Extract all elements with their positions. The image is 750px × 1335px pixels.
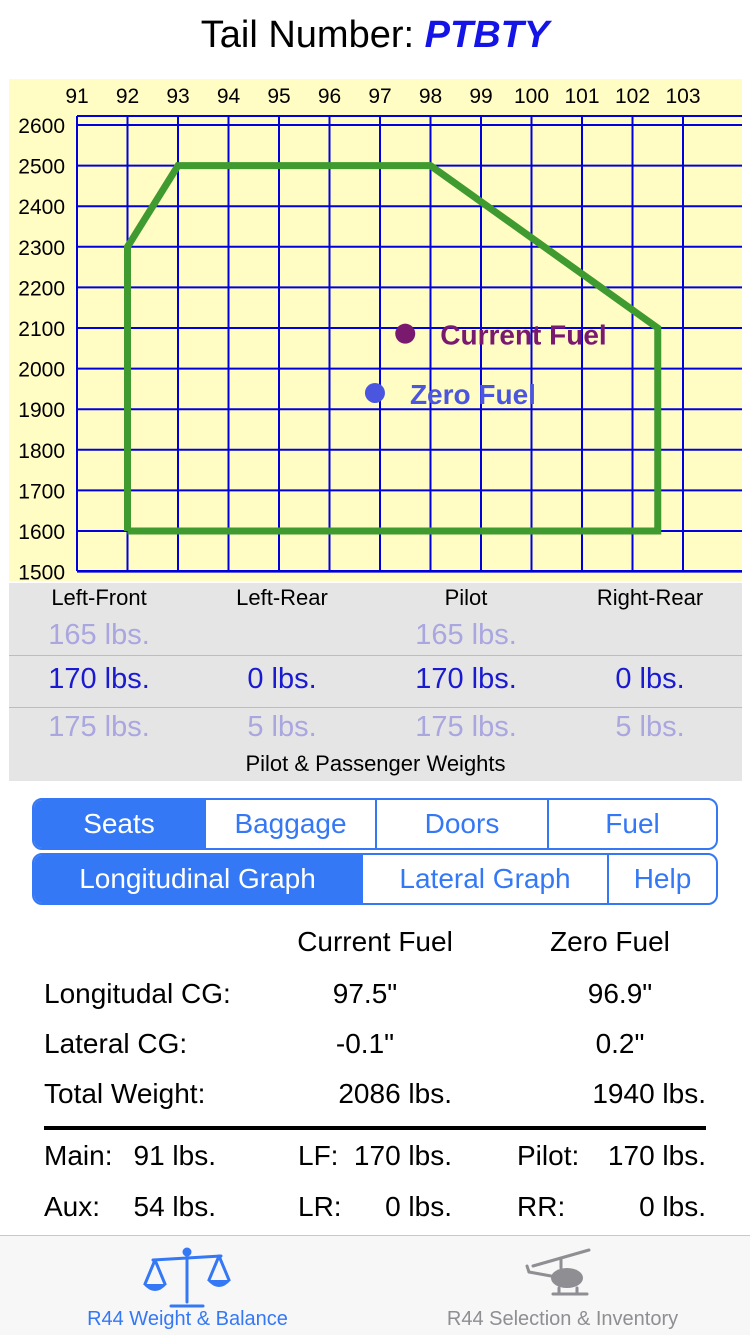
lateral-cg-zero: 0.2" xyxy=(595,1028,645,1059)
tabbar-label-weight-balance: R44 Weight & Balance xyxy=(87,1308,288,1330)
y-tick-label: 2000 xyxy=(18,359,65,382)
pilot-value: 170 lbs. xyxy=(607,1140,706,1171)
x-tick-label: 94 xyxy=(217,85,241,108)
data-point-label: Current Fuel xyxy=(440,320,606,351)
tabbar-item-weight-balance[interactable]: R44 Weight & Balance xyxy=(0,1236,375,1335)
picker-selected-right-rear[interactable]: 0 lbs. xyxy=(615,663,685,695)
y-tick-label: 1900 xyxy=(18,399,65,422)
tabbar-item-selection-inventory[interactable]: R44 Selection & Inventory xyxy=(375,1236,750,1335)
picker-header-right-rear: Right-Rear xyxy=(596,585,704,610)
longitudinal-cg-label: Longitudal CG: xyxy=(44,978,231,1009)
y-tick-label: 2500 xyxy=(18,156,65,179)
lr-value: 0 lbs. xyxy=(385,1191,452,1222)
y-tick-label: 1600 xyxy=(18,521,65,544)
picker-selected-pilot[interactable]: 170 lbs. xyxy=(415,663,517,695)
picker-header-left-rear: Left-Rear xyxy=(236,585,328,610)
x-tick-label: 103 xyxy=(665,85,700,108)
lr-label: LR: xyxy=(298,1191,342,1222)
tab-help[interactable]: Help xyxy=(633,863,692,894)
picker-option[interactable]: 175 lbs. xyxy=(415,711,517,743)
y-tick-label: 1700 xyxy=(18,480,65,503)
cg-envelope-chart: 91 92 93 94 95 96 97 98 99 100 101 102 103 2600 2500 24… xyxy=(9,79,742,581)
tab-seats[interactable]: Seats xyxy=(34,800,206,848)
pilot-label: Pilot: xyxy=(517,1140,580,1171)
main-fuel-label: Main: xyxy=(44,1140,113,1171)
picker-option[interactable]: 165 lbs. xyxy=(48,619,150,651)
column-header-current-fuel: Current Fuel xyxy=(297,926,453,957)
longitudinal-cg-zero: 96.9" xyxy=(587,978,653,1009)
y-tick-label: 2300 xyxy=(18,237,65,260)
lf-value: 170 lbs. xyxy=(353,1140,452,1171)
x-tick-label: 98 xyxy=(419,85,442,108)
main-fuel-value: 91 lbs. xyxy=(133,1140,217,1171)
x-tick-label: 96 xyxy=(318,85,341,108)
y-tick-label: 2100 xyxy=(18,318,65,341)
picker-option[interactable]: 5 lbs. xyxy=(247,711,317,743)
picker-selected-left-rear[interactable]: 0 lbs. xyxy=(247,663,317,695)
longitudinal-cg-current: 97.5" xyxy=(332,978,398,1009)
lf-label: LF: xyxy=(298,1140,339,1171)
helicopter-icon xyxy=(525,1248,591,1296)
x-tick-label: 91 xyxy=(65,85,88,108)
aux-fuel-value: 54 lbs. xyxy=(133,1191,217,1222)
lateral-cg-label: Lateral CG: xyxy=(44,1028,188,1059)
picker-option[interactable]: 5 lbs. xyxy=(615,711,685,743)
rr-value: 0 lbs. xyxy=(639,1191,706,1222)
data-point-label: Zero Fuel xyxy=(410,379,536,410)
y-tick-label: 2400 xyxy=(18,196,65,219)
tab-longitudinal-graph[interactable]: Longitudinal Graph xyxy=(34,855,363,903)
x-tick-label: 99 xyxy=(469,85,492,108)
tabbar-label-selection-inventory: R44 Selection & Inventory xyxy=(446,1308,679,1330)
tail-number-value: PTBTY xyxy=(424,14,550,56)
page-title: Tail Number: PTBTY xyxy=(0,14,750,57)
data-point xyxy=(395,323,416,344)
x-tick-label: 102 xyxy=(615,85,650,108)
y-tick-label: 1800 xyxy=(18,440,65,463)
scale-icon xyxy=(143,1247,231,1308)
tail-number-label: Tail Number: xyxy=(200,14,415,56)
picker-option[interactable]: 175 lbs. xyxy=(48,711,150,743)
tab-fuel[interactable]: Fuel xyxy=(605,808,660,839)
tab-baggage[interactable]: Baggage xyxy=(206,800,377,848)
y-tick-label: 1500 xyxy=(18,562,65,581)
picker-caption: Pilot & Passenger Weights xyxy=(245,751,506,776)
picker-selection-line xyxy=(9,707,742,708)
x-tick-label: 92 xyxy=(116,85,139,108)
total-weight-zero: 1940 lbs. xyxy=(592,1078,706,1109)
y-tick-label: 2200 xyxy=(18,277,65,300)
picker-selection-line xyxy=(9,655,742,656)
x-tick-label: 97 xyxy=(368,85,391,108)
rr-label: RR: xyxy=(517,1191,566,1222)
tab-lateral-graph[interactable]: Lateral Graph xyxy=(363,855,609,903)
x-tick-label: 100 xyxy=(514,85,549,108)
x-tick-label: 101 xyxy=(564,85,599,108)
section-segmented-control[interactable]: Seats Baggage Doors Fuel xyxy=(32,798,718,850)
tab-doors[interactable]: Doors xyxy=(377,800,549,848)
x-tick-label: 93 xyxy=(166,85,189,108)
divider xyxy=(44,1126,706,1130)
picker-option[interactable]: 165 lbs. xyxy=(415,619,517,651)
picker-selected-left-front[interactable]: 170 lbs. xyxy=(48,663,150,695)
picker-header-left-front: Left-Front xyxy=(51,585,147,610)
lateral-cg-current: -0.1" xyxy=(335,1028,395,1059)
y-tick-label: 2600 xyxy=(18,115,65,138)
picker-header-pilot: Pilot xyxy=(444,585,488,610)
graph-segmented-control[interactable]: Longitudinal Graph Lateral Graph Help xyxy=(32,853,718,905)
total-weight-current: 2086 lbs. xyxy=(338,1078,452,1109)
x-tick-label: 95 xyxy=(267,85,290,108)
cg-envelope xyxy=(124,162,662,535)
aux-fuel-label: Aux: xyxy=(44,1191,101,1222)
total-weight-label: Total Weight: xyxy=(44,1078,206,1109)
data-point xyxy=(364,382,385,403)
weight-picker[interactable]: Left-Front Left-Rear Pilot Right-Rear 16… xyxy=(9,583,742,781)
column-header-zero-fuel: Zero Fuel xyxy=(550,926,670,957)
tab-bar: R44 Weight & Balance R44 Selection & Inv… xyxy=(0,1235,750,1335)
